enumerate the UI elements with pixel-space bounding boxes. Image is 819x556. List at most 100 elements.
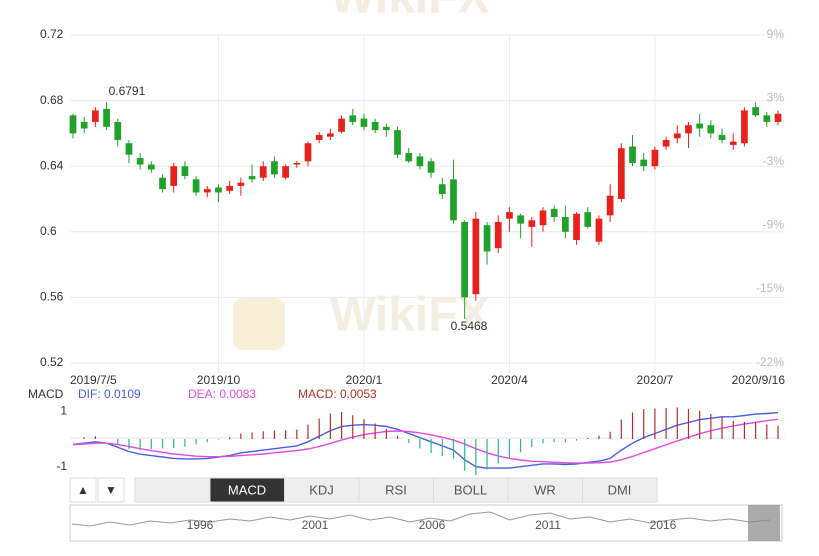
y2-tick-label: -9%: [763, 218, 785, 232]
candle-body: [159, 177, 166, 190]
navigator-label: 2001: [302, 518, 329, 532]
x-tick-label: 2020/9/16: [732, 373, 786, 387]
x-tick-label: 2019/10: [197, 373, 241, 387]
legend-entry: MACD: 0.0053: [298, 387, 377, 401]
candle-body: [170, 166, 178, 186]
watermark-logo: [233, 298, 285, 350]
x-tick-label: 2019/7/5: [70, 373, 117, 387]
y-tick-label: 0.68: [40, 93, 64, 107]
x-tick-label: 2020/7: [637, 373, 674, 387]
candle-body: [494, 221, 502, 249]
candle-body: [718, 135, 726, 140]
y-tick-label: 0.6: [40, 224, 57, 238]
candle-body: [606, 195, 614, 216]
y-tick-label: 0.56: [40, 290, 64, 304]
candle-body: [304, 143, 312, 162]
y-tick-label: 1: [60, 403, 67, 417]
candle-body: [103, 108, 110, 127]
panel-title: MACD: [28, 387, 64, 401]
tab[interactable]: [433, 477, 509, 503]
legend-entry: DIF: 0.0109: [78, 387, 141, 401]
y2-tick-label: 9%: [767, 27, 785, 41]
arrow-button[interactable]: [69, 477, 97, 503]
candle-body: [752, 107, 759, 116]
candle-body: [315, 135, 323, 140]
candle-body: [539, 210, 547, 226]
candle-body: [673, 133, 681, 139]
candle-body: [394, 130, 401, 155]
y-tick-label: 0.72: [40, 27, 64, 41]
candle-body: [450, 179, 457, 221]
arrow-button[interactable]: [97, 477, 125, 503]
candle-body: [114, 121, 122, 140]
candle-body: [472, 218, 480, 295]
y-tick-label: 0.64: [40, 158, 64, 172]
candle-body: [763, 115, 771, 122]
tab[interactable]: [209, 477, 285, 503]
candle-body: [696, 123, 704, 129]
candle-body: [181, 166, 189, 177]
y2-tick-label: -3%: [763, 154, 785, 168]
candle-body: [651, 149, 659, 167]
candle-body: [92, 110, 99, 122]
candle-body: [360, 118, 368, 127]
candle-body: [416, 156, 424, 167]
candle-body: [237, 182, 245, 186]
candle-body: [438, 184, 446, 195]
annotation: 0.5468: [451, 319, 488, 333]
y2-tick-label: 3%: [767, 91, 785, 105]
navigator-label: 2016: [650, 518, 677, 532]
navigator-line: [71, 511, 771, 527]
navigator-label: 1996: [187, 518, 214, 532]
x-tick-label: 2020/1: [346, 373, 383, 387]
macd-line: [72, 418, 779, 464]
candle-body: [136, 158, 144, 165]
candle-body: [595, 218, 603, 242]
navigator-handle[interactable]: [748, 505, 780, 541]
navigator-label: 2006: [419, 518, 446, 532]
candle-body: [293, 162, 301, 165]
candle-body: [327, 133, 334, 137]
candle-body: [550, 208, 558, 218]
candle-body: [584, 212, 592, 227]
candle-body: [662, 139, 670, 147]
candle-body: [729, 141, 737, 145]
tab-label: BOLL: [454, 482, 487, 497]
x-tick-label: 2020/4: [491, 373, 528, 387]
tab[interactable]: [358, 477, 434, 503]
candle-body: [562, 217, 569, 232]
candle-body: [80, 121, 88, 129]
candle-body: [629, 146, 636, 163]
candle-body: [573, 213, 580, 240]
candle-body: [192, 179, 200, 193]
candle-body: [427, 161, 435, 173]
annotation: 0.6791: [109, 84, 146, 98]
tab[interactable]: [284, 477, 360, 503]
candle-body: [259, 166, 267, 178]
candle-body: [203, 189, 211, 193]
y2-tick-label: -15%: [756, 281, 784, 295]
arrow-button-label: ▲: [77, 483, 89, 497]
tab-blank[interactable]: [134, 477, 211, 503]
candle-body: [685, 125, 692, 134]
candle-body: [382, 126, 390, 131]
tab-label: MACD: [228, 482, 266, 497]
candle-body: [215, 187, 222, 193]
candle-body: [774, 113, 782, 122]
y-tick-label: 0.52: [40, 355, 64, 369]
candle-body: [617, 148, 625, 199]
candle-body: [338, 118, 345, 132]
tab[interactable]: [507, 477, 583, 503]
candle-body: [125, 143, 133, 155]
navigator[interactable]: [69, 504, 783, 542]
candle-body: [349, 115, 357, 122]
candle-body: [528, 220, 536, 227]
candle-body: [517, 215, 524, 224]
tab[interactable]: [582, 477, 658, 503]
candle-body: [640, 159, 648, 167]
candle-body: [271, 161, 278, 175]
candle-body: [405, 153, 413, 162]
tab-label: DMI: [608, 482, 632, 497]
candle-body: [506, 212, 513, 219]
